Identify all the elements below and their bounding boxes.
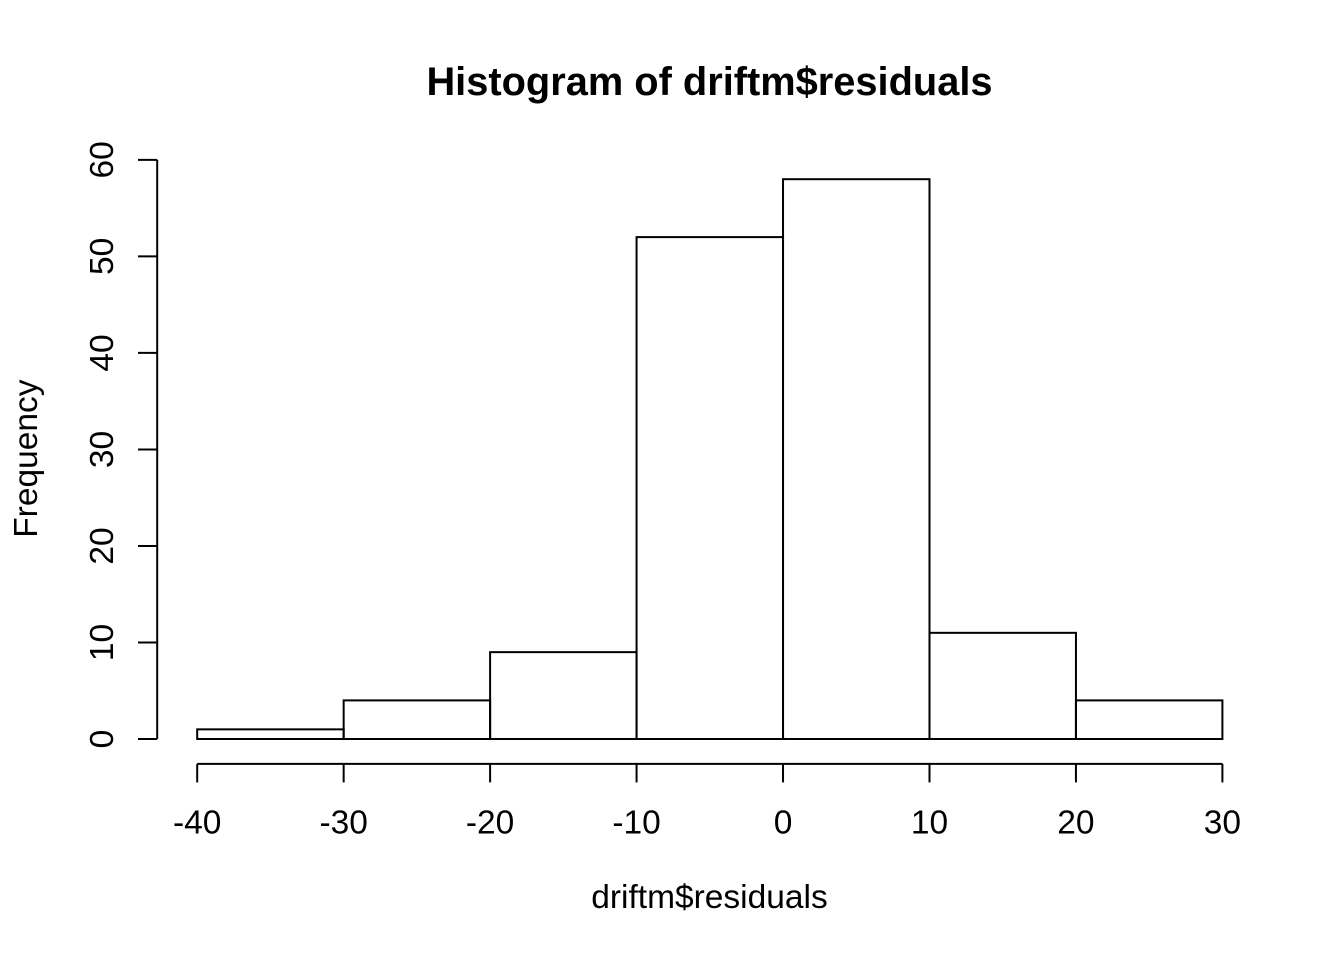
svg-text:Frequency: Frequency	[8, 379, 45, 538]
svg-text:-20: -20	[466, 805, 514, 842]
svg-text:-30: -30	[319, 805, 367, 842]
svg-text:0: 0	[774, 805, 793, 842]
svg-text:30: 30	[1204, 805, 1241, 842]
svg-text:50: 50	[84, 238, 121, 275]
svg-text:20: 20	[1057, 805, 1094, 842]
svg-text:driftm$residuals: driftm$residuals	[591, 879, 827, 916]
svg-text:40: 40	[84, 334, 121, 371]
svg-text:60: 60	[84, 141, 121, 178]
svg-text:-10: -10	[612, 805, 660, 842]
svg-text:10: 10	[84, 624, 121, 661]
svg-text:Histogram of driftm$residuals: Histogram of driftm$residuals	[426, 60, 992, 104]
svg-text:0: 0	[84, 730, 121, 749]
svg-text:20: 20	[84, 527, 121, 564]
svg-text:10: 10	[911, 805, 948, 842]
svg-text:-40: -40	[173, 805, 221, 842]
svg-text:30: 30	[84, 431, 121, 468]
